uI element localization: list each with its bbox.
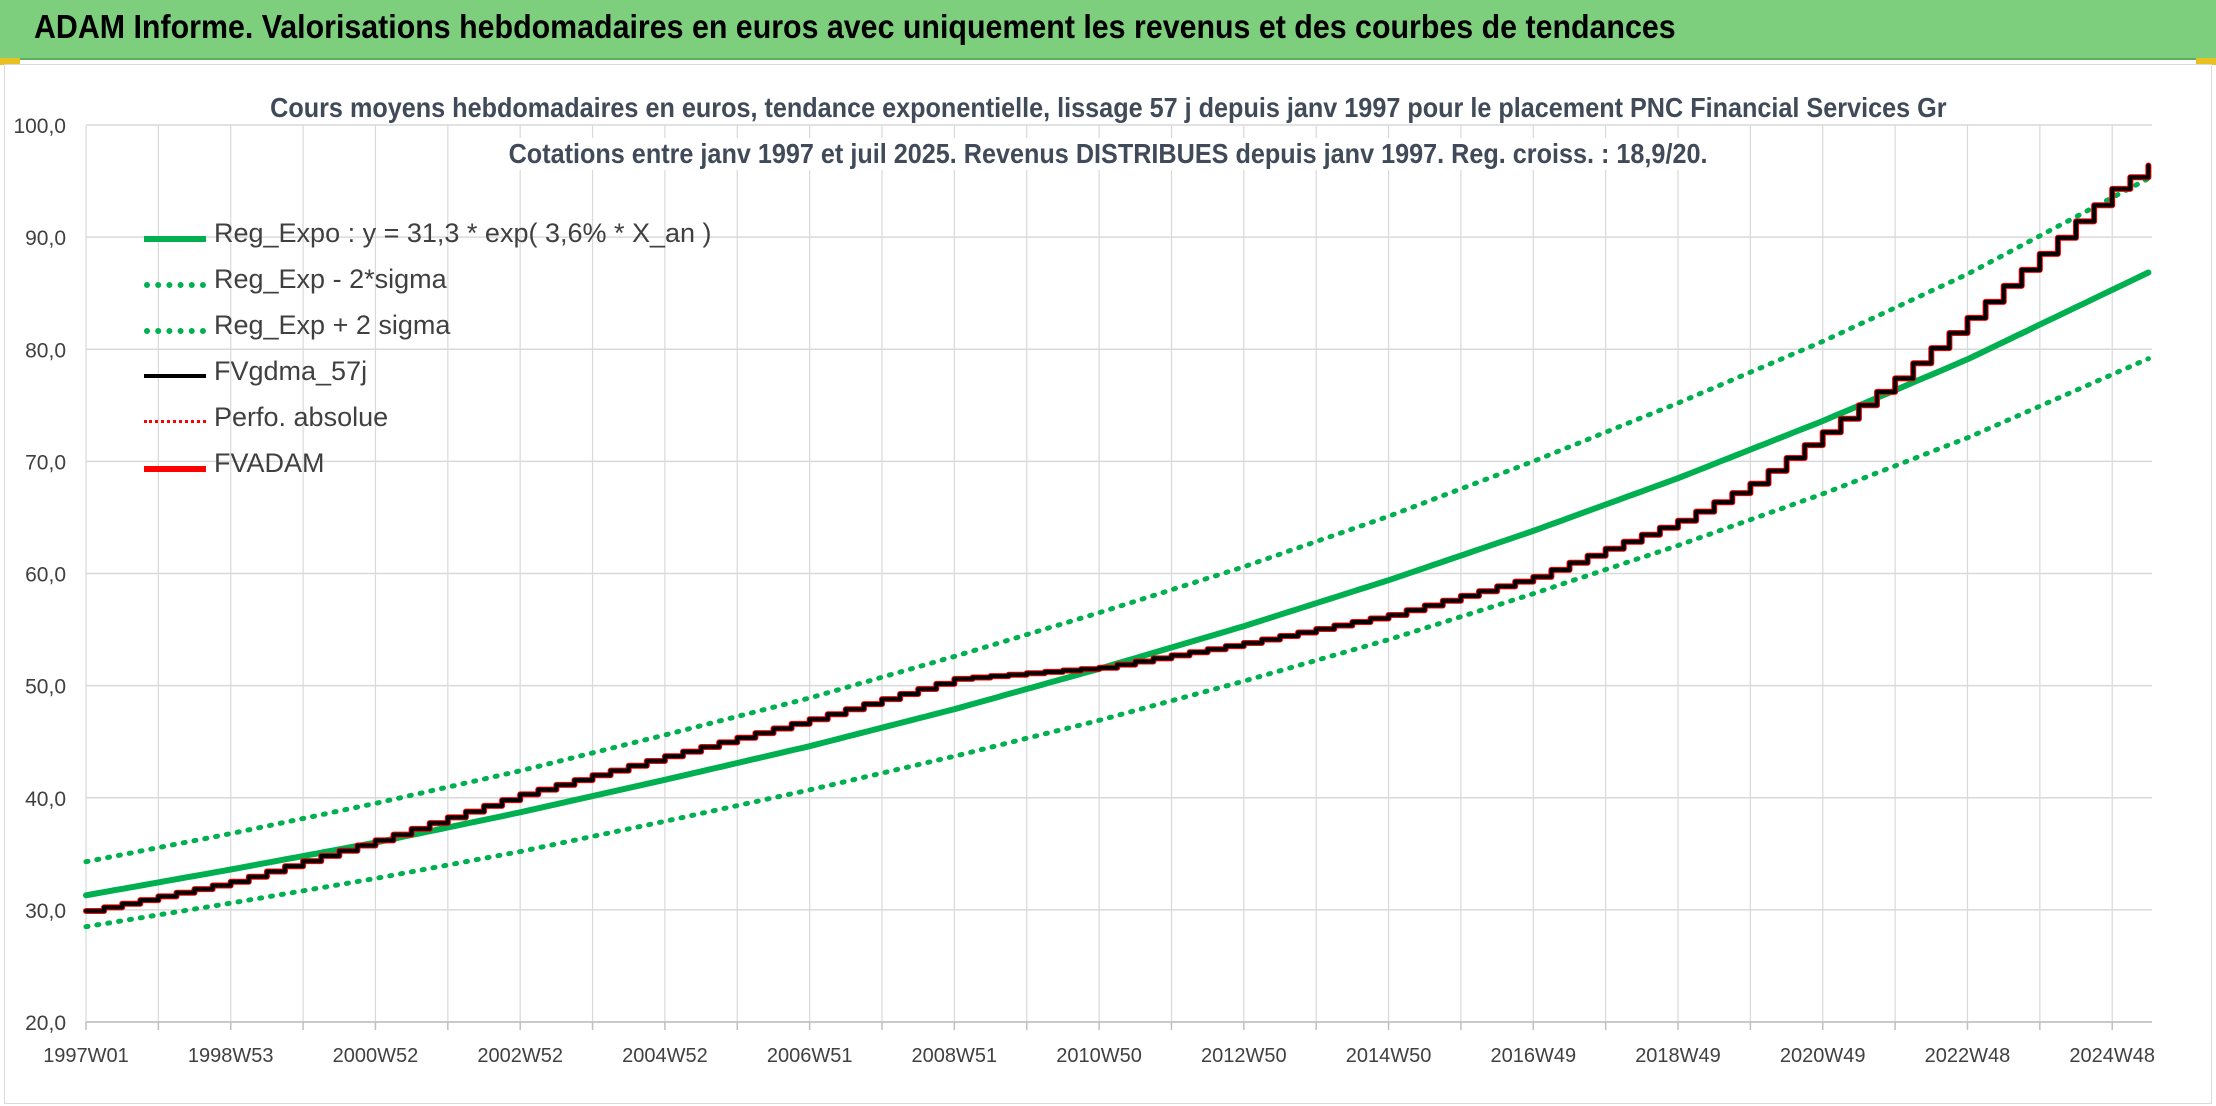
x-tick-label: 2014W50 [1346, 1045, 1432, 1067]
legend-swatch [144, 420, 206, 423]
axes: 20,0 30,0 40,0 50,0 60,0 70,0 80,0 90,0 100,0 199… [13, 115, 2155, 1067]
series-fvgdma-line [84, 163, 2151, 913]
legend-swatch [144, 236, 206, 242]
series-reg-exp-plus-line [83, 176, 2151, 865]
series-reg-exp-minus-line [83, 356, 2151, 930]
x-tick-label: 2012W50 [1201, 1045, 1287, 1067]
x-tick-label: 2024W48 [2069, 1045, 2155, 1067]
y-tick-label: 40,0 [25, 788, 66, 811]
y-tick-label: 50,0 [25, 676, 66, 699]
x-tick-label: 2016W49 [1490, 1045, 1576, 1067]
y-tick-label: 60,0 [25, 564, 66, 587]
series-reg-expo-line [83, 269, 2152, 899]
x-tick-label: 2004W52 [622, 1045, 708, 1067]
y-tick-label: 90,0 [25, 227, 66, 250]
y-tick-label: 30,0 [25, 900, 66, 923]
corner-marker-left [0, 58, 20, 65]
chart-subtitle-text: Cotations entre janv 1997 et juil 2025. … [501, 138, 1715, 170]
x-tick-label: 2008W51 [912, 1045, 998, 1067]
y-tick-label: 100,0 [13, 115, 66, 138]
y-tick-label: 80,0 [25, 339, 66, 362]
legend-label: Perfo. absolue [214, 402, 389, 432]
x-tick-label: 2018W49 [1635, 1045, 1721, 1067]
legend-label: FVADAM [214, 448, 325, 478]
report-banner: ADAM Informe. Valorisations hebdomadaire… [0, 0, 2216, 60]
series-lines [83, 162, 2152, 930]
legend-label: Reg_Exp - 2*sigma [214, 264, 447, 294]
x-tick-label: 2022W48 [1925, 1045, 2011, 1067]
report-title: ADAM Informe. Valorisations hebdomadaire… [34, 8, 1676, 45]
x-tick-label: 2002W52 [477, 1045, 563, 1067]
corner-marker-right [2196, 58, 2216, 65]
legend-swatch [144, 328, 206, 334]
y-tick-label: 70,0 [25, 451, 66, 474]
legend-label: FVgdma_57j [214, 356, 368, 386]
chart-title-text: Cours moyens hebdomadaires en euros, ten… [262, 92, 1954, 124]
chart-title: Cours moyens hebdomadaires en euros, ten… [0, 92, 2216, 124]
x-tick-label: 2020W49 [1780, 1045, 1866, 1067]
legend-swatch [144, 466, 206, 472]
legend-label: Reg_Expo : y = 31,3 * exp( 3,6% * X_an ) [214, 218, 712, 248]
x-tick-label: 2006W51 [767, 1045, 853, 1067]
y-tick-label: 20,0 [25, 1012, 66, 1035]
legend-swatch [144, 282, 206, 288]
legend-swatch [144, 374, 206, 378]
x-tick-label: 1997W01 [43, 1045, 129, 1067]
chart-subtitle: Cotations entre janv 1997 et juil 2025. … [0, 138, 2216, 170]
x-tick-label: 2000W52 [333, 1045, 419, 1067]
x-tick-label: 1998W53 [188, 1045, 274, 1067]
gridlines [85, 124, 2152, 1023]
x-tick-label: 2010W50 [1056, 1045, 1142, 1067]
legend-label: Reg_Exp + 2 sigma [214, 310, 451, 340]
